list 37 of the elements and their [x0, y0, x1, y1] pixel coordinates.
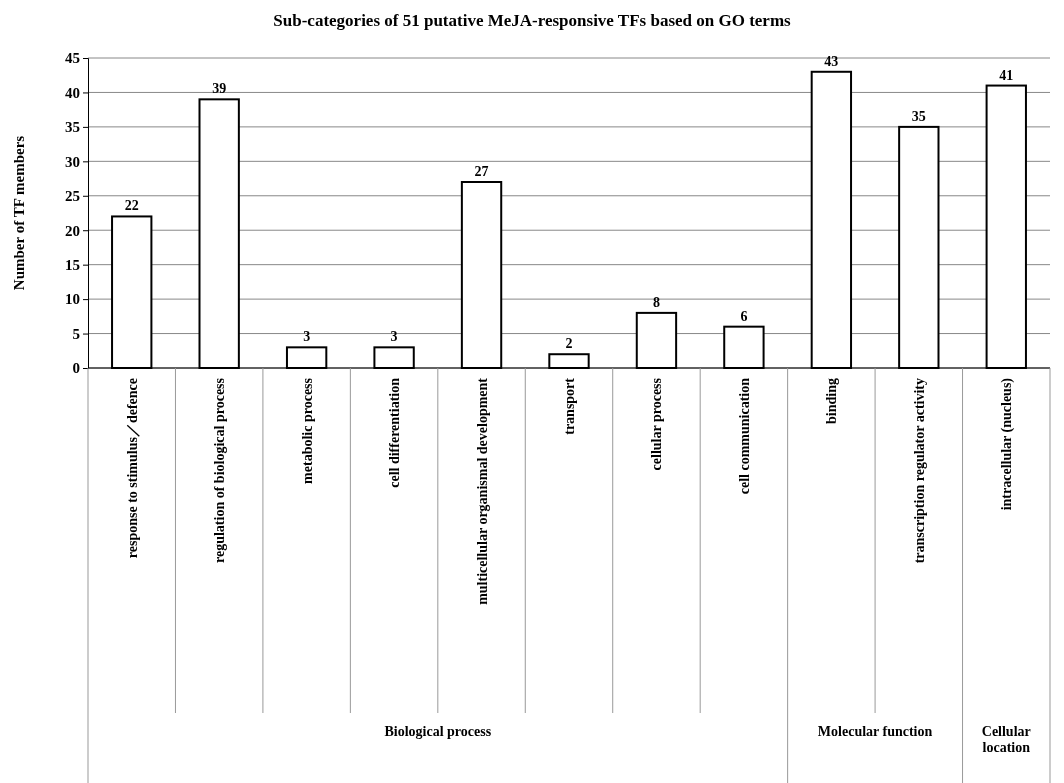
- y-tick-label: 15: [65, 256, 80, 273]
- x-tick-label: multicellular organismal development: [474, 377, 490, 605]
- data-label: 39: [212, 81, 227, 97]
- x-tick-label: metabolic process: [299, 377, 315, 484]
- x-tick-label: binding: [824, 378, 840, 424]
- x-tick-label: transport: [562, 377, 577, 435]
- y-tick-label: 35: [65, 119, 80, 136]
- data-label: 27: [474, 164, 489, 179]
- chart-title: Sub-categories of 51 putative MeJA-responsive TFs based on GO terms: [273, 11, 792, 30]
- x-tick-label: response to stimulus／defence: [124, 378, 140, 559]
- x-tick-label: cellular process: [649, 377, 665, 471]
- y-tick-label: 40: [65, 84, 80, 101]
- y-tick-label: 10: [65, 291, 80, 308]
- x-tick-label: regulation of biological process: [212, 377, 228, 563]
- text: Cellular location: [981, 724, 1031, 755]
- y-tick-label: 25: [65, 188, 80, 205]
- data-label: 8: [652, 294, 660, 310]
- x-tick-label: intracellular (nucleus): [999, 377, 1016, 511]
- y-tick-label: 20: [65, 222, 80, 239]
- data-label: 6: [740, 308, 748, 324]
- text: Molecular function: [817, 724, 933, 739]
- data-label: 22: [124, 198, 139, 214]
- y-tick-label: 30: [65, 153, 80, 170]
- data-label: 3: [303, 329, 311, 345]
- y-tick-label: 5: [72, 325, 80, 342]
- text: Biological process: [384, 724, 492, 739]
- x-tick-label: cell differentiation: [387, 377, 403, 488]
- data-label: 35: [911, 108, 926, 124]
- x-tick-label: cell communication: [736, 377, 752, 495]
- y-tick-label: 45: [65, 50, 80, 67]
- y-axis-title: Number of TF members: [11, 135, 27, 291]
- y-tick-label: 0: [72, 360, 80, 377]
- data-label: 41: [999, 67, 1014, 83]
- data-label: 3: [390, 329, 398, 345]
- data-label: 43: [824, 53, 839, 69]
- data-label: 2: [565, 336, 573, 352]
- x-tick-label: transcription regulator activity: [911, 378, 927, 564]
